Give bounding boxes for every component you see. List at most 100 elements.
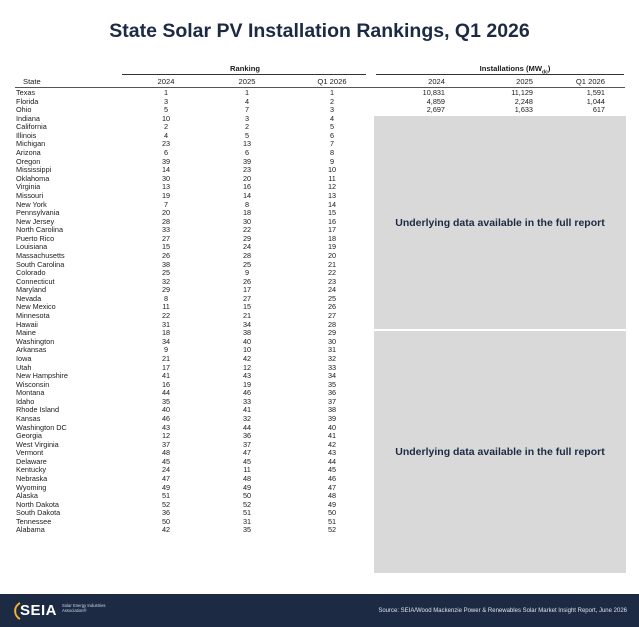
table-row: New Hampshire 41 43 34 xyxy=(15,371,625,381)
rank-q1-2026: 32 xyxy=(327,353,337,363)
state-name: Hawaii xyxy=(16,319,38,329)
footer-bar xyxy=(0,594,639,627)
rank-q1-2026: 7 xyxy=(329,139,335,149)
table-row: Arizona 6 6 8 xyxy=(15,148,625,158)
rank-q1-2026: 2 xyxy=(329,96,335,106)
table-row: Nebraska 47 48 46 xyxy=(15,474,625,484)
table-row: West Virginia 37 37 42 xyxy=(15,440,625,450)
state-name: Indiana xyxy=(16,113,40,123)
table-row: Louisiana 15 24 19 xyxy=(15,243,625,252)
rank-q1-2026: 38 xyxy=(327,405,337,415)
rank-q1-2026: 29 xyxy=(327,328,337,338)
rank-2025: 51 xyxy=(242,508,252,518)
rank-2024: 13 xyxy=(161,182,171,192)
rank-2025: 7 xyxy=(244,105,250,115)
state-name: New Jersey xyxy=(16,216,55,226)
rank-2024: 32 xyxy=(161,276,171,286)
table-row: Utah 17 12 33 xyxy=(15,362,625,373)
rank-2024: 39 xyxy=(161,156,171,166)
state-name: Texas xyxy=(16,88,36,97)
ranking-group-rule xyxy=(122,74,366,75)
table-row: Tennessee 50 31 51 xyxy=(15,516,625,527)
rank-q1-2026: 50 xyxy=(327,508,337,518)
rank-q1-2026: 16 xyxy=(327,216,337,226)
table-row: Wyoming 49 49 47 xyxy=(15,482,625,493)
rank-q1-2026: 8 xyxy=(329,148,335,158)
hidden-data-note-2: Underlying data available in the full re… xyxy=(395,446,605,458)
rank-2024: 38 xyxy=(161,259,171,269)
rank-q1-2026: 36 xyxy=(327,388,337,398)
rank-q1-2026: 30 xyxy=(327,336,337,346)
seia-logo-subtitle: Solar Energy Industries Association® xyxy=(62,603,106,613)
rank-2025: 23 xyxy=(242,165,252,175)
chart-title: State Solar PV Installation Rankings, Q1… xyxy=(109,20,530,42)
installs-2025: 11,129 xyxy=(511,88,533,97)
rank-q1-2026: 6 xyxy=(329,130,335,140)
rank-q1-2026: 31 xyxy=(327,345,337,355)
state-name: Louisiana xyxy=(16,242,48,252)
rank-2025: 1 xyxy=(244,88,250,97)
ranking-group-header: Ranking xyxy=(230,64,260,73)
rank-2025: 38 xyxy=(242,328,252,338)
rank-2025: 33 xyxy=(242,396,252,406)
col-header-inst-q1: Q1 2026 xyxy=(575,77,605,86)
rank-2025: 3 xyxy=(244,113,250,123)
rank-2025: 47 xyxy=(242,448,252,458)
state-name: Massachusetts xyxy=(16,250,65,260)
rank-q1-2026: 9 xyxy=(329,156,335,166)
rank-2025: 48 xyxy=(242,474,252,484)
rank-2024: 42 xyxy=(161,525,171,535)
state-name: Minnesota xyxy=(16,311,50,321)
rank-q1-2026: 24 xyxy=(327,285,337,295)
rank-2025: 15 xyxy=(242,302,252,312)
state-name: Puerto Rico xyxy=(16,233,55,243)
state-name: Wyoming xyxy=(16,482,47,492)
rank-2024: 22 xyxy=(161,311,171,321)
table-row: Connecticut 32 26 23 xyxy=(15,276,625,287)
rank-2025: 35 xyxy=(242,525,252,535)
state-name: South Dakota xyxy=(16,508,61,518)
table-row: Delaware 45 45 44 xyxy=(15,457,625,467)
installs-q1-2026: 1,591 xyxy=(586,88,605,97)
state-name: Washington xyxy=(16,336,55,346)
rank-q1-2026: 51 xyxy=(327,516,337,526)
table-row: Virginia 13 16 12 xyxy=(15,183,625,192)
table-row: South Dakota 36 51 50 xyxy=(15,509,625,518)
rank-2025: 21 xyxy=(242,311,252,321)
state-name: South Carolina xyxy=(16,259,65,269)
installations-unit-subscript: dc xyxy=(542,69,548,76)
rank-2024: 41 xyxy=(161,371,171,381)
state-name: Arizona xyxy=(16,148,41,158)
rank-q1-2026: 18 xyxy=(327,233,337,243)
rank-2024: 12 xyxy=(161,431,171,441)
state-name: Connecticut xyxy=(16,276,55,286)
rank-2024: 34 xyxy=(161,336,171,346)
table-row: Missouri 19 14 13 xyxy=(15,190,625,201)
rank-2024: 33 xyxy=(161,225,171,235)
state-name: Illinois xyxy=(16,130,37,140)
rank-2025: 14 xyxy=(242,190,252,200)
rank-2025: 40 xyxy=(242,336,252,346)
rank-q1-2026: 21 xyxy=(327,259,337,269)
rank-2024: 17 xyxy=(161,362,171,372)
rank-2025: 16 xyxy=(242,182,252,192)
table-row: Alaska 51 50 48 xyxy=(15,492,625,501)
rank-2025: 6 xyxy=(244,148,250,158)
state-name: Wisconsin xyxy=(16,379,50,389)
table-row: New York 7 8 14 xyxy=(15,200,625,210)
table-row: Idaho 35 33 37 xyxy=(15,396,625,407)
rank-2024: 44 xyxy=(161,388,171,398)
rank-2025: 41 xyxy=(242,405,252,415)
rank-2024: 3 xyxy=(163,96,169,106)
state-name: Maryland xyxy=(16,285,47,295)
table-row: Michigan 23 13 7 xyxy=(15,140,625,149)
state-name: Kansas xyxy=(16,413,41,423)
source-note: Source: SEIA/Wood Mackenzie Power & Rene… xyxy=(378,608,627,614)
rank-q1-2026: 12 xyxy=(327,182,337,192)
hidden-data-block-1: Underlying data available in the full re… xyxy=(374,116,626,329)
state-name: Nevada xyxy=(16,293,42,303)
rank-q1-2026: 40 xyxy=(327,422,337,432)
state-name: Oklahoma xyxy=(16,173,50,183)
rank-q1-2026: 33 xyxy=(327,362,337,372)
installs-2024: 4,859 xyxy=(426,96,445,106)
